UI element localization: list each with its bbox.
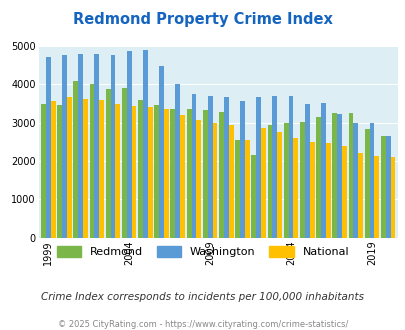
Bar [380,136,385,238]
Bar [159,66,164,238]
Bar [385,136,390,238]
Bar [78,54,83,238]
Bar [364,128,369,238]
Bar [105,89,110,238]
Bar [357,153,362,238]
Bar [244,140,249,238]
Bar [299,122,304,238]
Bar [170,109,175,238]
Bar [332,113,337,238]
Text: © 2025 CityRating.com - https://www.cityrating.com/crime-statistics/: © 2025 CityRating.com - https://www.city… [58,320,347,329]
Text: Redmond Property Crime Index: Redmond Property Crime Index [73,12,332,26]
Bar [147,107,152,238]
Bar [175,84,180,238]
Bar [202,110,207,238]
Bar [191,94,196,238]
Bar [212,123,217,238]
Bar [267,125,272,238]
Bar [207,96,212,238]
Bar [196,120,201,238]
Bar [110,55,115,238]
Bar [256,97,260,238]
Bar [293,138,298,238]
Bar [67,97,72,238]
Bar [272,96,277,238]
Bar [51,101,55,238]
Legend: Redmond, Washington, National: Redmond, Washington, National [52,242,353,262]
Bar [369,123,373,238]
Bar [180,115,185,238]
Bar [373,156,378,238]
Bar [234,140,239,238]
Bar [390,157,394,238]
Bar [126,51,131,238]
Bar [164,109,168,238]
Bar [90,84,94,238]
Bar [41,104,46,238]
Bar [347,113,352,238]
Bar [94,54,99,238]
Bar [83,99,88,238]
Text: Crime Index corresponds to incidents per 100,000 inhabitants: Crime Index corresponds to incidents per… [41,292,364,302]
Bar [115,104,120,238]
Bar [218,112,223,238]
Bar [143,50,147,238]
Bar [239,101,244,238]
Bar [325,144,330,238]
Bar [46,57,51,238]
Bar [288,96,293,238]
Bar [223,97,228,238]
Bar [138,100,143,238]
Bar [304,104,309,238]
Bar [341,147,346,238]
Bar [309,142,314,238]
Bar [131,106,136,238]
Bar [320,103,325,238]
Bar [337,114,341,238]
Bar [57,105,62,238]
Bar [99,100,104,238]
Bar [122,88,126,238]
Bar [62,55,67,238]
Bar [352,123,357,238]
Bar [277,132,281,238]
Bar [73,82,78,238]
Bar [283,123,288,238]
Bar [260,128,265,238]
Bar [154,105,159,238]
Bar [251,155,256,238]
Bar [228,125,233,238]
Bar [186,109,191,238]
Bar [315,117,320,238]
